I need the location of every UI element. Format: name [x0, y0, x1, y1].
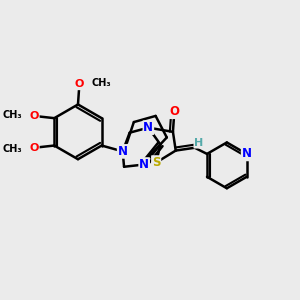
Text: O: O: [29, 111, 39, 121]
Text: O: O: [29, 143, 39, 153]
Text: O: O: [169, 105, 179, 118]
Text: CH₃: CH₃: [3, 110, 22, 120]
Text: CH₃: CH₃: [91, 78, 111, 88]
Text: O: O: [75, 80, 84, 89]
Text: N: N: [143, 121, 153, 134]
Text: H: H: [194, 138, 203, 148]
Text: S: S: [152, 156, 161, 169]
Text: CH₃: CH₃: [3, 144, 22, 154]
Text: N: N: [242, 147, 252, 161]
Text: N: N: [139, 158, 149, 171]
Text: N: N: [118, 145, 128, 158]
